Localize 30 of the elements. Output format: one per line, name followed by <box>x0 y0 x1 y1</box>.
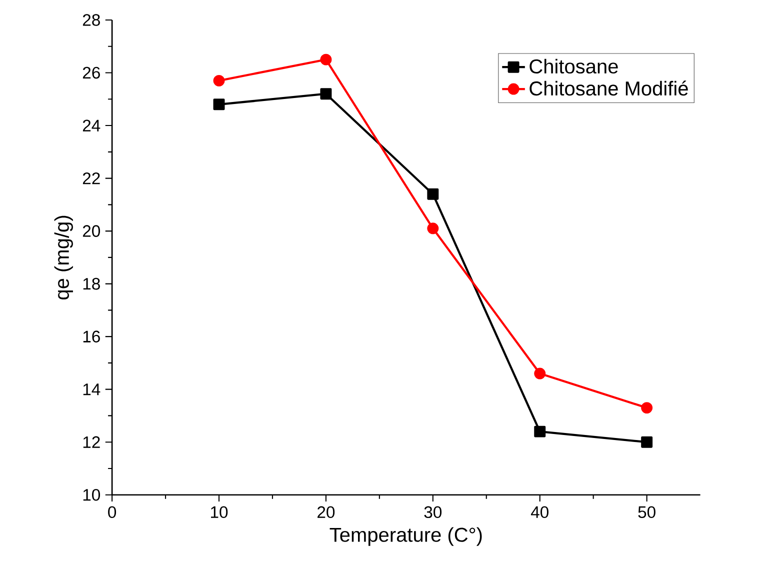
legend-label: Chitosane <box>530 59 618 74</box>
point <box>320 54 332 66</box>
point <box>427 222 439 234</box>
y-tick-label: 22 <box>82 172 100 184</box>
point <box>213 98 225 110</box>
y-axis-title: qe (mg/g) <box>54 216 73 300</box>
x-tick-label: 50 <box>638 506 656 518</box>
point <box>427 188 439 200</box>
legend-label: Chitosane Modifié <box>530 80 688 96</box>
x-axis-title: Temperature (C°) <box>330 527 482 546</box>
y-tick-label: 16 <box>83 330 100 343</box>
y-tick-label: 12 <box>83 436 100 448</box>
x-tick-label: 30 <box>424 506 442 518</box>
y-tick-label: 10 <box>83 489 100 501</box>
y-tick-label: 26 <box>82 67 100 79</box>
point <box>534 426 546 438</box>
x-tick-label: 40 <box>530 506 548 518</box>
y-tick-label: 18 <box>83 278 100 290</box>
y-tick-label: 24 <box>82 120 100 132</box>
point <box>534 368 546 380</box>
point <box>641 402 653 414</box>
y-tick-label: 28 <box>82 14 100 26</box>
x-tick-label: 20 <box>318 506 335 518</box>
point <box>213 75 225 87</box>
x-tick-label: 10 <box>211 506 228 518</box>
x-tick-label: 0 <box>108 506 116 518</box>
point <box>320 88 332 100</box>
y-tick-label: 20 <box>82 225 100 238</box>
point <box>641 436 653 448</box>
y-tick-label: 14 <box>83 384 100 396</box>
